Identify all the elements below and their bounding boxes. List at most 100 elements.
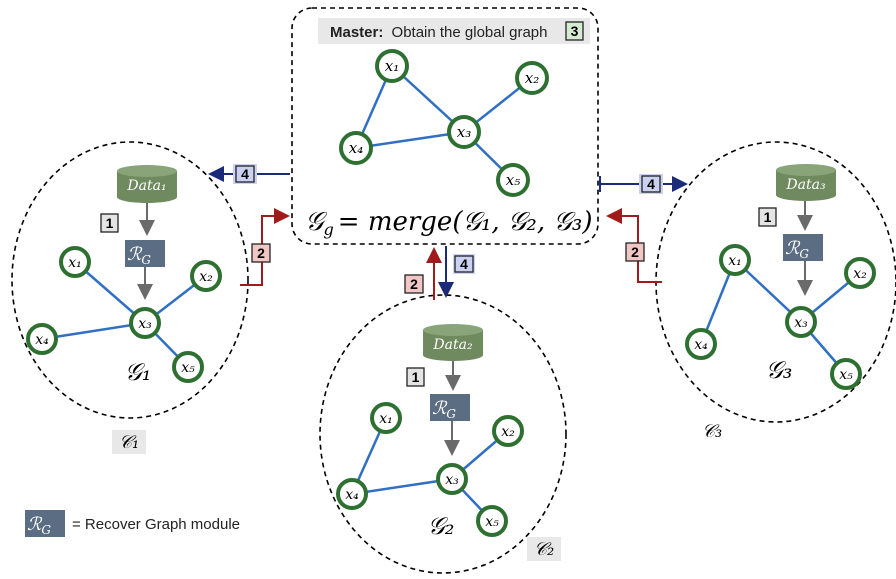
- client-3-module-label: ℛG: [785, 238, 809, 261]
- master-title: Master: Obtain the global graph: [330, 24, 547, 41]
- client-3-node-x3-label: x₃: [794, 315, 808, 331]
- client-2-graph-label: 𝒢₂: [428, 512, 455, 540]
- client-2-step-4-label: 4: [460, 256, 468, 272]
- master-panel: Master: Obtain the global graph 3 x₁ x₂ …: [291, 7, 599, 245]
- client-1-data-label: Data₁: [126, 178, 166, 194]
- client-1-node-x3-label: x₃: [138, 316, 152, 332]
- client-3-node-x5: x₅: [830, 358, 862, 390]
- client-3-module: [783, 234, 823, 261]
- client-2-node-x3-label: x₃: [445, 472, 459, 488]
- client-2-node-x5-label: x₅: [485, 514, 499, 530]
- client-3-node-x1-label: x₁: [728, 253, 742, 269]
- client-1-step-1-label: 1: [106, 215, 114, 231]
- formula-sub: g: [324, 220, 334, 239]
- client-2-name-bg: [527, 537, 561, 561]
- client-1-graph-label: 𝒢₁: [125, 358, 152, 386]
- client-3-node-x3: x₃: [785, 306, 817, 338]
- client-1-node-x5: x₅: [172, 351, 204, 383]
- client-2: Data₂ 1 ℛG x₁ x₂ x₃ x₄: [319, 294, 567, 574]
- client-3-step-1-label: 1: [764, 209, 772, 225]
- client-1-step-2-badge: [251, 243, 271, 263]
- client-2-node-x5: x₅: [476, 505, 508, 537]
- client-1-module: [125, 240, 165, 267]
- client-2-name: 𝒞₂: [534, 539, 554, 560]
- client-3-step-2-label: 2: [631, 244, 639, 260]
- client-1-database: Data₁: [117, 165, 177, 203]
- master-title-bg: [318, 18, 590, 44]
- client-1-edge-x4-x3: [41, 321, 146, 341]
- master-border: [291, 7, 599, 245]
- client-1-node-x1-label: x₁: [68, 255, 82, 271]
- master-node-x1-label: x₁: [385, 57, 399, 75]
- client-1-border: [11, 141, 249, 419]
- client-1-step-2-label: 2: [257, 245, 265, 261]
- client-1-step-1-badge: [100, 213, 119, 233]
- client-1-name-bg: [112, 430, 146, 454]
- client-2-node-x1: x₁: [370, 402, 402, 434]
- client-2-node-x1-label: x₁: [379, 411, 393, 427]
- master-edge-x4-x3: [355, 130, 465, 150]
- client-3-graph-label: 𝒢₃: [766, 356, 793, 384]
- step-3-badge: [565, 21, 584, 41]
- client-2-module-label: ℛG: [432, 398, 456, 421]
- client-3-node-x4: x₄: [685, 328, 717, 360]
- legend: ℛG = Recover Graph module: [25, 510, 240, 537]
- client-1-node-x2: x₂: [190, 260, 222, 292]
- client-3-step-1-badge: [758, 207, 777, 227]
- client-1-name: 𝒞₁: [119, 432, 139, 453]
- client-1-module-label: ℛG: [127, 244, 151, 267]
- client-1-node-x4: x₄: [26, 323, 58, 355]
- client-3: Data₃ 1 ℛG x₁ x₂ x₃ x₄: [655, 141, 896, 442]
- client-2-module: [430, 394, 470, 421]
- master-node-x2-label: x₂: [525, 69, 539, 87]
- master-node-x5-label: x₅: [506, 171, 520, 189]
- master-node-x1: x₁: [375, 49, 409, 83]
- client-1-node-x4-label: x₄: [35, 332, 49, 348]
- client-1-node-x2-label: x₂: [199, 269, 213, 285]
- client-3-database: Data₃: [776, 164, 836, 201]
- client-2-step-2-label: 2: [410, 276, 418, 292]
- client-2-database: Data₂: [423, 324, 483, 361]
- client-2-node-x2: x₂: [492, 415, 524, 447]
- client-3-node-x2-label: x₂: [853, 266, 867, 282]
- master-node-x3-label: x₃: [457, 123, 471, 141]
- client-2-border: [319, 294, 567, 574]
- client-2-node-x4: x₄: [336, 478, 368, 510]
- client-1: Data₁ 1 ℛG x₁ x₂ x₃ x₄: [11, 141, 249, 454]
- client-2-step-1-badge: [406, 367, 425, 387]
- master-node-x2: x₂: [515, 61, 549, 95]
- client-2-data-label: Data₂: [432, 337, 473, 353]
- client-2-node-x2-label: x₂: [501, 424, 515, 440]
- client-2-step-1-label: 1: [412, 369, 420, 385]
- client-3-step-4-badge: [641, 175, 661, 193]
- master-node-x3: x₃: [447, 115, 481, 149]
- client-2-node-x4-label: x₄: [345, 487, 359, 503]
- client-3-step-4-label: 4: [647, 176, 655, 192]
- master-node-x4-label: x₄: [349, 139, 363, 157]
- client-1-step-4-badge: [235, 165, 255, 183]
- step-3-label: 3: [571, 23, 579, 39]
- client-1-node-x3: x₃: [129, 307, 161, 339]
- legend-module-label: ℛG: [27, 514, 51, 537]
- client-1-step-4-label: 4: [241, 166, 249, 182]
- client-2-edge-x4-x3: [351, 477, 453, 496]
- master-formula: 𝒢g = merge(𝒢₁, 𝒢₂, 𝒢₃): [305, 207, 592, 239]
- client-3-step-2-badge: [625, 242, 645, 262]
- client-3-name: 𝒞₃: [702, 421, 722, 442]
- client-1-node-x5-label: x₅: [181, 360, 195, 376]
- legend-module-box: [25, 510, 65, 537]
- client-2-step-2-badge: [404, 274, 424, 294]
- formula-lhs: 𝒢: [305, 207, 328, 237]
- master-title-bold: Master:: [330, 24, 383, 41]
- master-node-x4: x₄: [339, 131, 373, 165]
- client-3-data-label: Data₃: [785, 177, 826, 193]
- formula-rhs: = merge(𝒢₁, 𝒢₂, 𝒢₃): [338, 207, 593, 237]
- client-3-node-x1: x₁: [719, 244, 751, 276]
- legend-text: = Recover Graph module: [72, 516, 240, 533]
- client-2-step-4-badge: [454, 255, 474, 273]
- client-2-node-x3: x₃: [436, 463, 468, 495]
- client-1-node-x1: x₁: [59, 246, 91, 278]
- master-title-rest: Obtain the global graph: [392, 24, 548, 41]
- client-3-node-x2: x₂: [844, 257, 876, 289]
